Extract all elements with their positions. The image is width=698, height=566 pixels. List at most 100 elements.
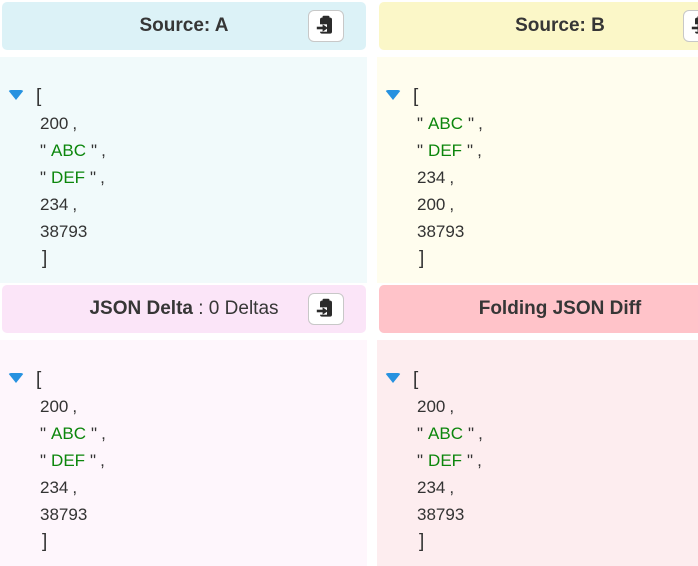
json-delta-body: [200, " ABC ", " DEF ", 234, 38793] <box>0 340 367 566</box>
paste-button[interactable] <box>308 10 344 42</box>
quote-mark: " <box>468 114 475 133</box>
paste-icon <box>316 298 336 321</box>
json-tree: [200, " ABC ", " DEF ", 234, 38793] <box>385 366 698 555</box>
source-a-body: [200, " ABC ", " DEF ", 234, 38793] <box>0 57 367 283</box>
quote-mark: " <box>40 141 47 160</box>
json-number: 200 <box>417 397 446 416</box>
json-line: 200, <box>8 393 367 420</box>
paste-icon <box>691 15 698 38</box>
comma: , <box>449 478 455 497</box>
quote-mark: " <box>91 141 98 160</box>
open-bracket: [ <box>413 369 419 390</box>
json-line-close: ] <box>8 528 367 555</box>
quote-mark: " <box>467 141 474 160</box>
paste-button[interactable] <box>683 10 698 42</box>
json-string: DEF <box>51 451 86 470</box>
quote-mark: " <box>91 424 98 443</box>
quote-mark: " <box>417 451 424 470</box>
close-bracket: ] <box>419 248 425 269</box>
close-bracket: ] <box>42 248 48 269</box>
json-line: 234, <box>385 164 698 191</box>
comma: , <box>72 478 78 497</box>
json-number: 38793 <box>417 505 465 524</box>
panel-source-b: Source: B [" ABC ", " DEF ", 234, 200, 38793] <box>377 0 698 283</box>
json-number: 200 <box>417 195 446 214</box>
source-b-header: Source: B <box>379 2 698 50</box>
json-number: 38793 <box>40 222 88 241</box>
source-a-title: Source: A <box>139 15 229 36</box>
comma: , <box>72 195 78 214</box>
paste-icon <box>316 15 336 38</box>
json-delta-header: JSON Delta : 0 Deltas <box>2 285 366 333</box>
paste-button[interactable] <box>308 293 344 325</box>
json-line: " ABC ", <box>8 420 367 447</box>
quote-mark: " <box>40 424 47 443</box>
comma: , <box>72 397 78 416</box>
json-line: " ABC ", <box>385 110 698 137</box>
json-line: " DEF ", <box>385 137 698 164</box>
comma: , <box>449 168 455 187</box>
quote-mark: " <box>417 424 424 443</box>
json-string: ABC <box>51 141 87 160</box>
quote-mark: " <box>417 141 424 160</box>
comma: , <box>101 424 106 443</box>
json-line-open: [ <box>8 366 367 393</box>
collapse-toggle-icon[interactable] <box>385 373 401 383</box>
source-b-title: Source: B <box>515 15 605 36</box>
json-string: DEF <box>428 451 463 470</box>
folding-json-diff-header: Folding JSON Diff <box>379 285 698 333</box>
json-line: " ABC ", <box>385 420 698 447</box>
collapse-toggle-icon[interactable] <box>385 90 401 100</box>
collapse-toggle-icon[interactable] <box>8 373 24 383</box>
comma: , <box>478 114 483 133</box>
quote-mark: " <box>417 114 424 133</box>
panel-folding-json-diff: Folding JSON Diff [200, " ABC ", " DEF ", 234, 3… <box>377 283 698 566</box>
json-string: DEF <box>428 141 463 160</box>
json-number: 234 <box>40 478 69 497</box>
json-number: 234 <box>417 478 446 497</box>
open-bracket: [ <box>36 369 42 390</box>
json-string: ABC <box>428 424 464 443</box>
quote-mark: " <box>90 451 97 470</box>
comma: , <box>477 141 482 160</box>
json-string: ABC <box>428 114 464 133</box>
json-line: " DEF ", <box>8 164 367 191</box>
panel-json-delta: JSON Delta : 0 Deltas [200, " ABC ", " DEF ", 2… <box>0 283 367 566</box>
json-number: 38793 <box>417 222 465 241</box>
source-b-body: [" ABC ", " DEF ", 234, 200, 38793] <box>377 57 698 283</box>
json-line: 38793 <box>8 218 367 245</box>
json-line: 200, <box>385 191 698 218</box>
json-line-close: ] <box>8 245 367 272</box>
json-line: 38793 <box>385 218 698 245</box>
json-number: 234 <box>40 195 69 214</box>
comma: , <box>478 424 483 443</box>
panel-source-a: Source: A [200, " ABC ", " DEF ", 234, 38793] <box>0 0 367 283</box>
comma: , <box>100 451 105 470</box>
json-string: DEF <box>51 168 86 187</box>
close-bracket: ] <box>419 531 425 552</box>
json-number: 234 <box>417 168 446 187</box>
json-line: 38793 <box>385 501 698 528</box>
comma: , <box>449 397 455 416</box>
json-line: " DEF ", <box>8 447 367 474</box>
open-bracket: [ <box>413 86 419 107</box>
comma: , <box>449 195 455 214</box>
json-number: 200 <box>40 114 69 133</box>
json-line: " ABC ", <box>8 137 367 164</box>
json-tree: [200, " ABC ", " DEF ", 234, 38793] <box>8 83 367 272</box>
json-tree: [200, " ABC ", " DEF ", 234, 38793] <box>8 366 367 555</box>
comma: , <box>100 168 105 187</box>
json-line-close: ] <box>385 245 698 272</box>
folding-json-diff-body: [200, " ABC ", " DEF ", 234, 38793] <box>377 340 698 566</box>
json-delta-count: : 0 Deltas <box>192 298 279 319</box>
json-line: 38793 <box>8 501 367 528</box>
collapse-toggle-icon[interactable] <box>8 90 24 100</box>
json-line: 200, <box>385 393 698 420</box>
quote-mark: " <box>90 168 97 187</box>
json-line-open: [ <box>385 366 698 393</box>
json-number: 38793 <box>40 505 88 524</box>
json-line: " DEF ", <box>385 447 698 474</box>
comma: , <box>477 451 482 470</box>
json-line: 234, <box>8 191 367 218</box>
